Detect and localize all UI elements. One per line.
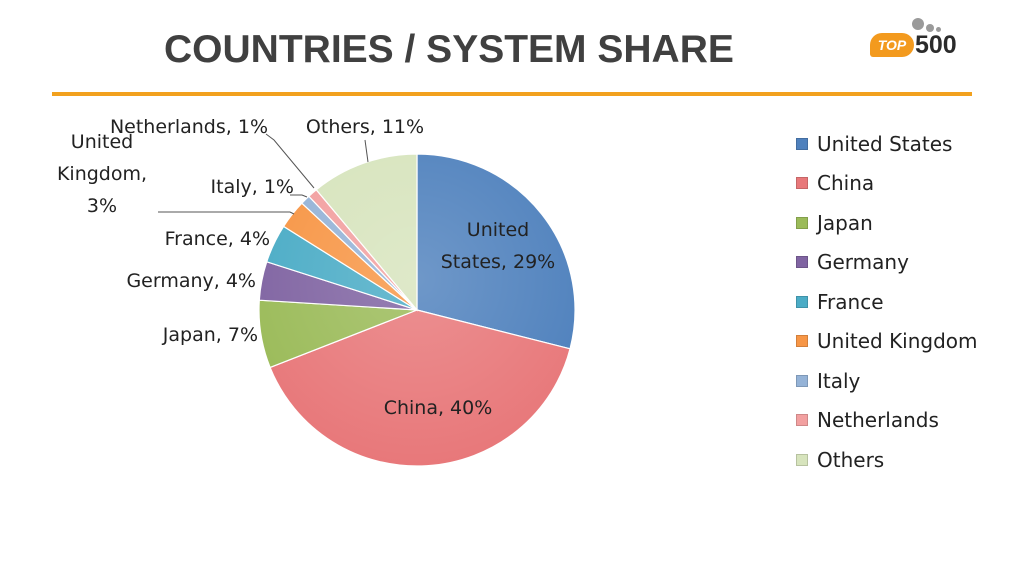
legend-label: Germany xyxy=(817,250,909,275)
legend-swatch xyxy=(796,256,808,269)
data-label-united-states: United States, 29% xyxy=(441,219,556,273)
pie-slices xyxy=(258,153,576,467)
legend-label: United States xyxy=(817,131,953,156)
legend-swatch xyxy=(796,137,808,150)
leader-line-italy xyxy=(290,194,308,198)
legend-item-france: France xyxy=(796,282,978,322)
legend: United States China Japan Germany France Unit… xyxy=(796,124,978,480)
data-label-germany: Germany, 4% xyxy=(126,270,256,292)
legend-swatch xyxy=(796,216,808,229)
legend-item-china: China xyxy=(796,164,978,204)
data-label-netherlands: Netherlands, 1% xyxy=(110,116,268,138)
page-title: COUNTRIES / SYSTEM SHARE xyxy=(164,28,734,71)
pie-chart: United States, 29% China, 40% Japan, 7% Germ… xyxy=(57,116,576,467)
logo-dot xyxy=(926,24,934,32)
legend-swatch xyxy=(796,374,808,387)
data-label-japan: Japan, 7% xyxy=(162,324,258,346)
logo-dot xyxy=(912,18,924,30)
legend-label: Netherlands xyxy=(817,408,939,433)
legend-label: Italy xyxy=(817,368,861,393)
legend-label: Others xyxy=(817,447,885,472)
data-label-italy: Italy, 1% xyxy=(211,176,294,198)
legend-swatch xyxy=(796,453,808,466)
data-label-united-kingdom: United Kingdom, 3% xyxy=(57,131,147,217)
legend-swatch xyxy=(796,295,808,308)
title-divider xyxy=(52,92,972,96)
leader-line-united-kingdom xyxy=(158,211,295,215)
data-labels: United States, 29% China, 40% Japan, 7% Germ… xyxy=(57,116,555,419)
pie-shine xyxy=(259,154,575,466)
legend-item-netherlands: Netherlands xyxy=(796,401,978,441)
legend-swatch xyxy=(796,177,808,190)
leader-line-others xyxy=(364,139,369,163)
legend-swatch xyxy=(796,335,808,348)
leader-line-netherlands xyxy=(265,133,315,189)
legend-label: Japan xyxy=(817,210,873,235)
legend-item-italy: Italy xyxy=(796,361,978,401)
legend-item-united-states: United States xyxy=(796,124,978,164)
logo-number: 500 xyxy=(915,31,957,59)
data-label-china: China, 40% xyxy=(384,397,493,419)
legend-item-others: Others xyxy=(796,440,978,480)
legend-item-germany: Germany xyxy=(796,243,978,283)
legend-item-japan: Japan xyxy=(796,203,978,243)
top500-logo: TOP 500 xyxy=(870,18,970,78)
logo-badge: TOP xyxy=(870,33,914,57)
legend-label: China xyxy=(817,171,875,196)
legend-label: United Kingdom xyxy=(817,329,978,354)
data-label-france: France, 4% xyxy=(165,228,270,250)
data-label-others: Others, 11% xyxy=(306,116,424,138)
logo-dot xyxy=(936,27,941,32)
legend-item-united-kingdom: United Kingdom xyxy=(796,322,978,362)
legend-swatch xyxy=(796,414,808,427)
leader-lines xyxy=(158,133,369,215)
legend-label: France xyxy=(817,289,884,314)
